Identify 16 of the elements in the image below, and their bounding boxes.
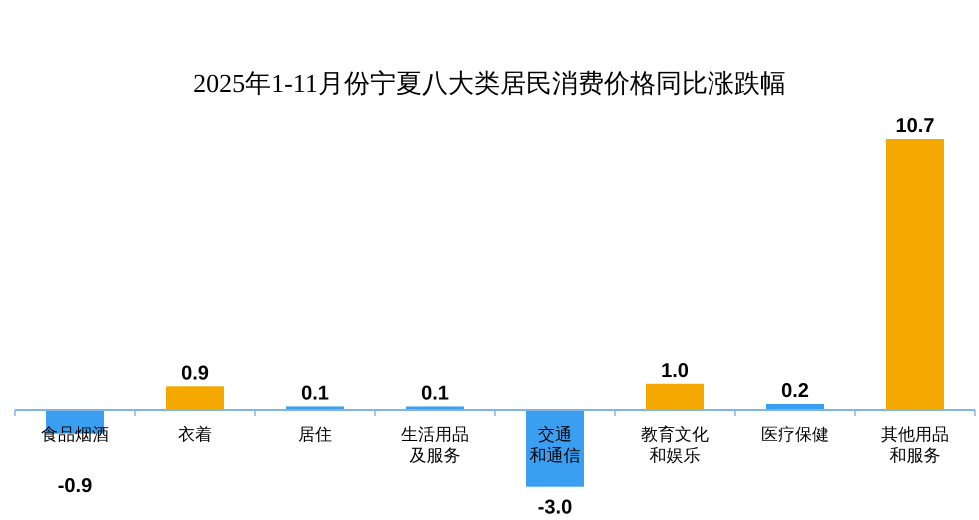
x-tick-label: 其他用品和服务: [881, 425, 949, 465]
x-tick-label: 教育文化和娱乐: [641, 425, 709, 465]
data-label: -3.0: [538, 496, 572, 519]
data-label: 0.1: [301, 382, 329, 404]
x-tick-label: 生活用品及服务: [401, 425, 469, 465]
data-label: 0.1: [421, 382, 449, 404]
x-tick-label: 衣着: [178, 425, 212, 444]
data-label: -0.9: [58, 475, 92, 497]
data-label: 0.9: [181, 362, 209, 384]
x-tick-label: 医疗保健: [761, 425, 829, 444]
chart-title: 2025年1-11月份宁夏八大类居民消费价格同比涨跌幅: [193, 69, 786, 98]
data-label: 1.0: [661, 360, 689, 382]
x-tick-label: 交通和通信: [530, 425, 580, 465]
data-label: 0.2: [781, 380, 809, 402]
data-label: 10.7: [896, 115, 934, 137]
x-tick-label: 居住: [298, 425, 332, 444]
